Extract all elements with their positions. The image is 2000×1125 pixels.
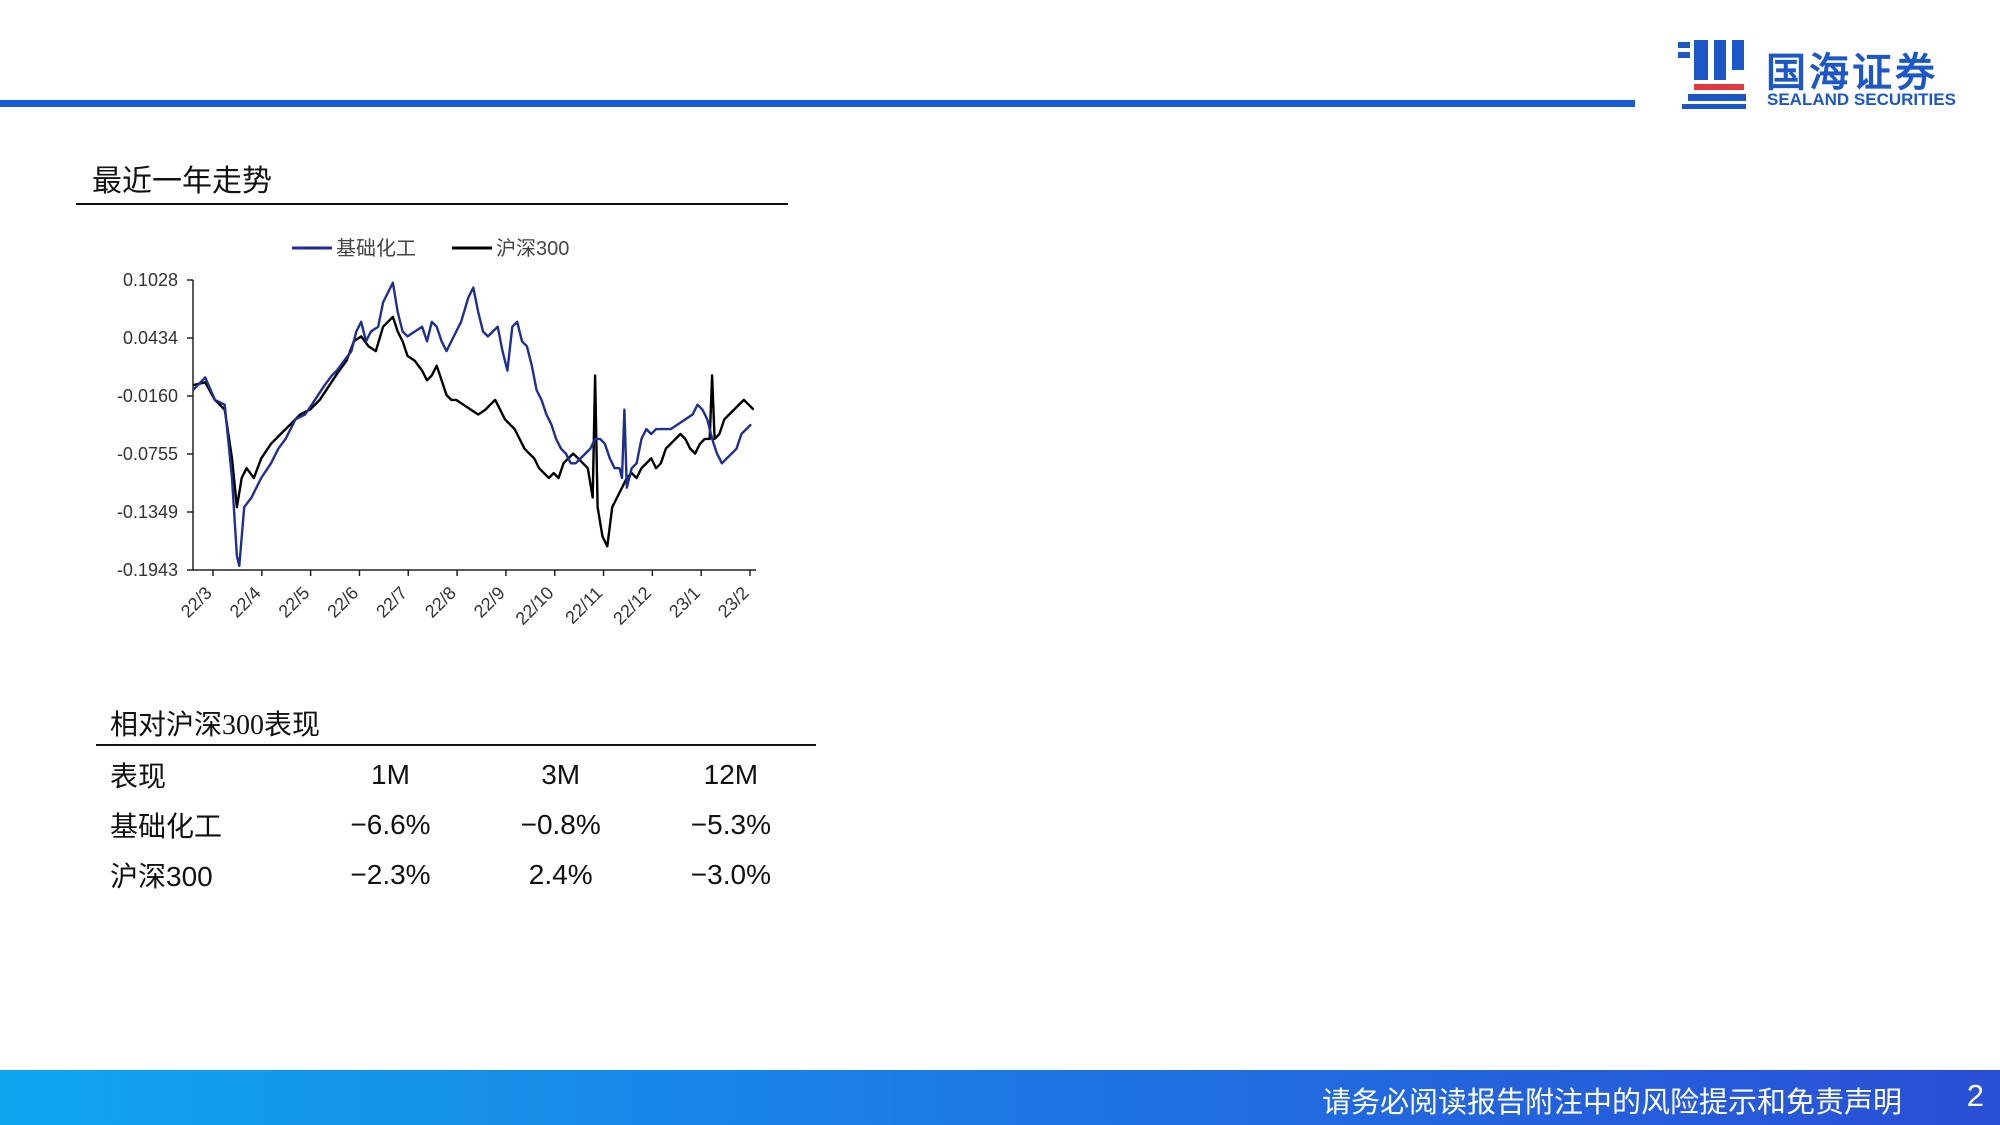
x-tick-label: 22/12 xyxy=(609,583,655,629)
table-header-cell: 3M xyxy=(541,759,581,790)
trend-chart: 0.1028 0.0434 -0.0160 -0.0755 -0.1349 -0.1943… xyxy=(117,237,756,629)
legend-label: 沪深300 xyxy=(496,237,569,260)
table-header-cell: 表现 xyxy=(110,761,167,792)
y-tick-label: -0.1943 xyxy=(117,560,178,580)
x-tick-label: 22/11 xyxy=(561,583,606,628)
table-cell: −5.3% xyxy=(690,809,771,840)
section-title: 最近一年走势 xyxy=(92,165,272,198)
y-tick-label: -0.0160 xyxy=(117,386,178,406)
y-tick-label: 0.1028 xyxy=(123,270,178,290)
table-cell: 2.4% xyxy=(528,859,593,890)
x-tick-label: 22/3 xyxy=(177,583,216,622)
x-tick-label: 22/7 xyxy=(372,583,411,622)
table-header-row: 表现 1M 3M 12M xyxy=(96,750,816,800)
y-tick-label: -0.1349 xyxy=(117,502,178,522)
x-tick-label: 22/8 xyxy=(421,583,460,622)
x-tick-label: 22/6 xyxy=(323,583,362,622)
table-header-cell: 1M xyxy=(371,759,410,790)
series-line xyxy=(192,281,752,567)
table-cell: −3.0% xyxy=(690,859,771,890)
company-logo: 国海证券 SEALAND SECURITIES xyxy=(1678,38,1958,116)
x-tick-label: 22/4 xyxy=(226,583,265,622)
logo-chinese-name: 国海证券 xyxy=(1766,51,1938,95)
y-tick-label: -0.0755 xyxy=(117,444,178,464)
x-tick-label: 22/9 xyxy=(470,583,509,622)
x-tick-label: 22/10 xyxy=(512,583,558,629)
table-cell: −6.6% xyxy=(350,809,431,840)
table-cell: −0.8% xyxy=(520,809,601,840)
performance-rule xyxy=(96,744,816,746)
sealand-logo-icon xyxy=(1678,40,1746,109)
table-row: 沪深300 −2.3% 2.4% −3.0% xyxy=(96,850,816,900)
y-tick-label: 0.0434 xyxy=(123,328,178,348)
logo-english-name: SEALAND SECURITIES xyxy=(1767,90,1956,109)
legend-label: 基础化工 xyxy=(336,237,416,260)
x-tick-label: 23/1 xyxy=(665,583,704,622)
performance-title: 相对沪深300表现 xyxy=(110,710,321,741)
page-number: 2 xyxy=(1966,1078,1984,1113)
table-cell: 沪深300 xyxy=(110,861,213,892)
table-row: 基础化工 −6.6% −0.8% −5.3% xyxy=(96,800,816,850)
table-cell: −2.3% xyxy=(350,859,431,890)
x-tick-label: 23/2 xyxy=(714,583,753,622)
footer-disclaimer: 请务必阅读报告附注中的风险提示和免责声明 xyxy=(1321,1087,1902,1119)
footer-bar: 请务必阅读报告附注中的风险提示和免责声明 2 xyxy=(0,1070,2000,1125)
header-rule xyxy=(0,100,1635,107)
table-header-cell: 12M xyxy=(703,759,759,790)
x-tick-label: 22/5 xyxy=(275,583,314,622)
performance-table: 表现 1M 3M 12M 基础化工 −6.6% −0.8% −5.3% 沪深30… xyxy=(96,750,816,900)
section-rule xyxy=(76,203,788,205)
table-cell: 基础化工 xyxy=(110,811,223,842)
series-line xyxy=(192,315,755,548)
